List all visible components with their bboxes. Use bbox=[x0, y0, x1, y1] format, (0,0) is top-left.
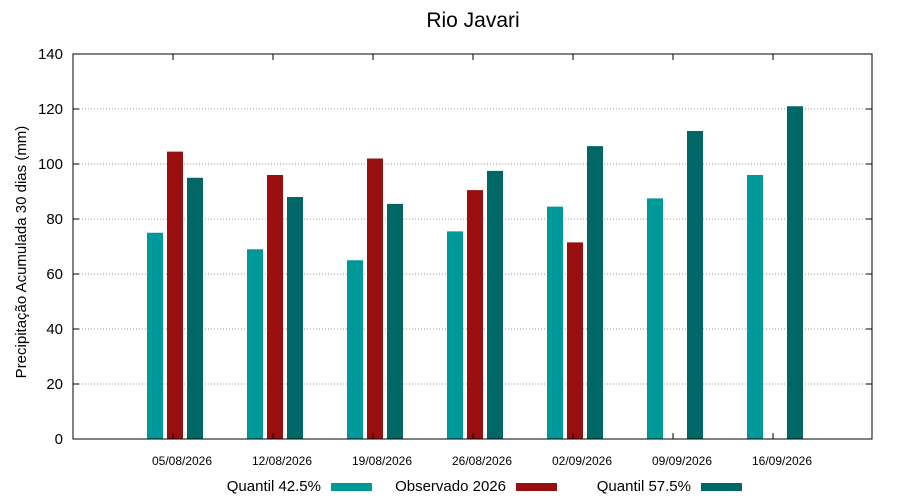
x-tick-label: 16/09/2026 bbox=[752, 454, 812, 468]
y-tick-label: 40 bbox=[46, 321, 63, 338]
x-tick-label: 05/08/2026 bbox=[152, 454, 212, 468]
legend-label: Quantil 42.5% bbox=[227, 478, 321, 495]
x-axis: 05/08/2026 12/08/2026 19/08/2026 26/08/2026… bbox=[152, 54, 812, 468]
bar-quantil-42-5 bbox=[147, 232, 163, 439]
y-tick-label: 0 bbox=[55, 431, 63, 448]
x-tick-label: 19/08/2026 bbox=[352, 454, 412, 468]
bars bbox=[147, 106, 803, 439]
bar-quantil-42-5 bbox=[347, 260, 363, 439]
y-tick-label: 120 bbox=[38, 101, 63, 118]
bar-observado-2026 bbox=[167, 151, 183, 439]
bar-quantil-57-5 bbox=[487, 170, 503, 439]
y-axis-label: Precipitação Acumulada 30 dias (mm) bbox=[13, 126, 30, 379]
bar-observado-2026 bbox=[567, 242, 583, 439]
chart-title: Rio Javari bbox=[426, 9, 519, 32]
bar-quantil-57-5 bbox=[287, 197, 303, 439]
x-tick-label: 02/09/2026 bbox=[552, 454, 612, 468]
x-tick-label: 09/09/2026 bbox=[652, 454, 712, 468]
legend-swatch bbox=[331, 483, 372, 491]
bar-quantil-42-5 bbox=[547, 206, 563, 439]
x-tick-label: 12/08/2026 bbox=[252, 454, 312, 468]
y-tick-label: 60 bbox=[46, 266, 63, 283]
bar-observado-2026 bbox=[367, 158, 383, 439]
y-tick-label: 140 bbox=[38, 46, 63, 63]
bar-observado-2026 bbox=[467, 190, 483, 439]
bar-quantil-57-5 bbox=[587, 146, 603, 439]
bar-quantil-57-5 bbox=[187, 177, 203, 439]
x-tick-label: 26/08/2026 bbox=[452, 454, 512, 468]
bar-quantil-57-5 bbox=[787, 106, 803, 439]
bar-quantil-57-5 bbox=[387, 203, 403, 439]
y-tick-label: 80 bbox=[46, 211, 63, 228]
bar-quantil-42-5 bbox=[647, 198, 663, 439]
legend-swatch bbox=[701, 483, 742, 491]
bar-quantil-42-5 bbox=[747, 175, 763, 439]
bar-quantil-42-5 bbox=[247, 249, 263, 439]
legend-swatch bbox=[516, 483, 557, 491]
bar-quantil-42-5 bbox=[447, 231, 463, 439]
legend: Quantil 42.5% Observado 2026 Quantil 57.5% bbox=[227, 478, 742, 495]
y-tick-label: 100 bbox=[38, 156, 63, 173]
y-tick-label: 20 bbox=[46, 376, 63, 393]
y-axis: 0 20 40 60 80 100 120 140 bbox=[38, 46, 872, 448]
legend-label: Quantil 57.5% bbox=[597, 478, 691, 495]
bar-quantil-57-5 bbox=[687, 131, 703, 439]
bar-observado-2026 bbox=[267, 175, 283, 439]
legend-label: Observado 2026 bbox=[395, 478, 506, 495]
